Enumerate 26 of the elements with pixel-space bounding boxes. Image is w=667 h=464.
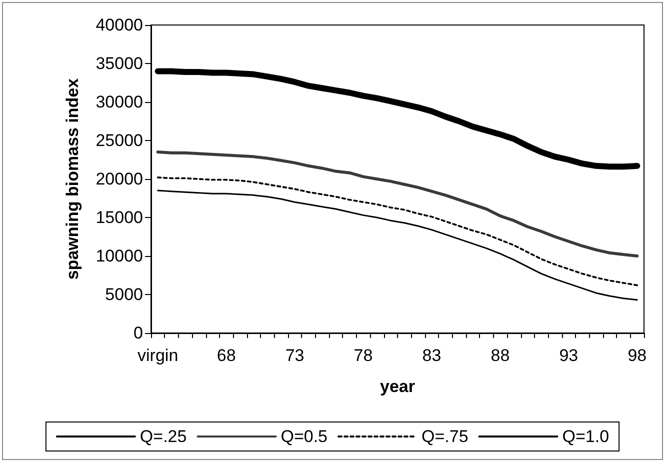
x-tick-label: virgin [138, 346, 178, 365]
y-tick-label: 40000 [96, 16, 143, 34]
x-tick-label: 68 [216, 346, 236, 365]
y-axis-title: spawning biomass index [63, 78, 82, 280]
line-series [157, 190, 638, 301]
legend-label: Q=0.5 [280, 427, 328, 446]
legend-label: Q=.75 [422, 427, 468, 446]
legend-label: Q=.25 [140, 427, 187, 446]
x-tick-label: 98 [628, 346, 647, 365]
y-tick-label: 0 [134, 324, 143, 342]
x-tick-label: 73 [285, 346, 304, 365]
legend-label: Q=1.0 [562, 427, 610, 446]
x-axis-title: year [380, 377, 416, 396]
y-tick-label: 20000 [96, 170, 143, 188]
y-tick-label: 25000 [96, 131, 143, 150]
y-tick-label: 35000 [96, 54, 143, 73]
line-series [156, 176, 638, 286]
x-tick-label: 83 [422, 346, 442, 365]
x-tick-label: 88 [490, 346, 510, 365]
y-tick-label: 30000 [96, 92, 143, 112]
line-series [156, 150, 639, 258]
y-tick-label: 5000 [105, 285, 143, 304]
x-tick-label: 93 [559, 346, 578, 365]
y-tick-label: 10000 [96, 246, 143, 266]
x-tick-label: 78 [354, 346, 373, 365]
y-tick-label: 15000 [96, 208, 143, 227]
